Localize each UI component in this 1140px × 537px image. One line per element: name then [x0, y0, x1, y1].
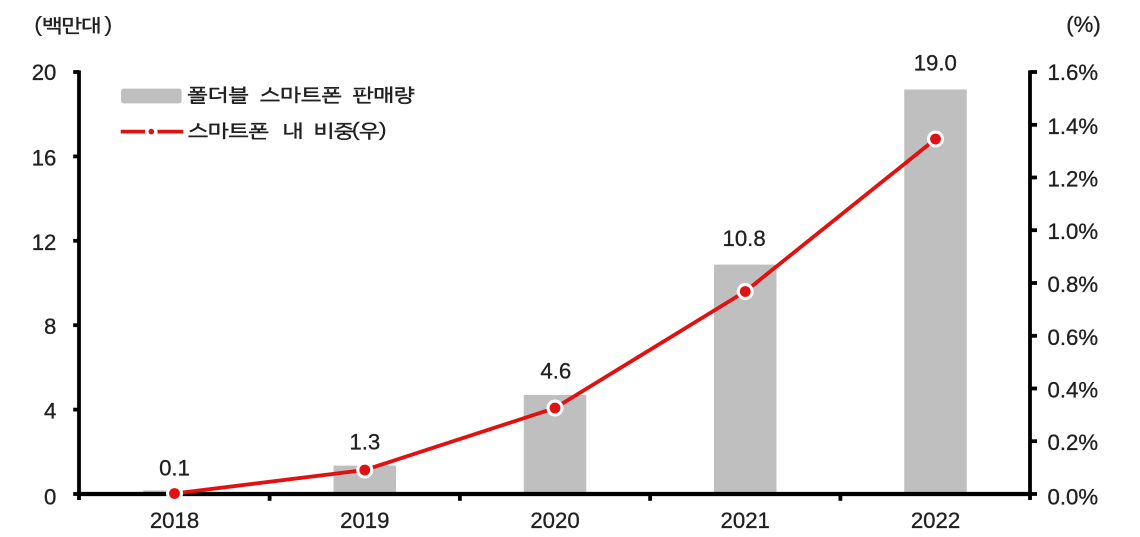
- svg-text:0.2%: 0.2%: [1048, 430, 1099, 455]
- svg-text:12: 12: [32, 230, 57, 255]
- svg-text:0.0%: 0.0%: [1048, 485, 1099, 510]
- svg-text:1.0%: 1.0%: [1048, 219, 1099, 244]
- svg-text:0.4%: 0.4%: [1048, 378, 1099, 403]
- svg-text:0: 0: [44, 485, 56, 510]
- svg-text:2021: 2021: [721, 508, 770, 532]
- svg-text:10.8: 10.8: [723, 226, 766, 251]
- svg-text:1.6%: 1.6%: [1048, 60, 1099, 85]
- svg-text:0.8%: 0.8%: [1048, 272, 1099, 297]
- svg-text:1.2%: 1.2%: [1048, 167, 1099, 192]
- svg-text:19.0: 19.0: [914, 50, 957, 75]
- svg-text:4: 4: [44, 399, 56, 424]
- svg-text:0.6%: 0.6%: [1048, 325, 1099, 350]
- svg-text:1.3: 1.3: [349, 429, 380, 454]
- svg-text:16: 16: [32, 145, 57, 170]
- svg-text:20: 20: [32, 60, 57, 85]
- svg-text:4.6: 4.6: [540, 359, 571, 384]
- svg-text:1.4%: 1.4%: [1048, 114, 1099, 139]
- svg-text:8: 8: [44, 314, 56, 339]
- svg-text:(%): (%): [1066, 12, 1101, 37]
- svg-text:2022: 2022: [911, 508, 960, 532]
- svg-text:2020: 2020: [530, 508, 579, 532]
- svg-text:2019: 2019: [340, 508, 389, 532]
- svg-text:0.1: 0.1: [159, 455, 190, 480]
- svg-text:2018: 2018: [150, 508, 199, 532]
